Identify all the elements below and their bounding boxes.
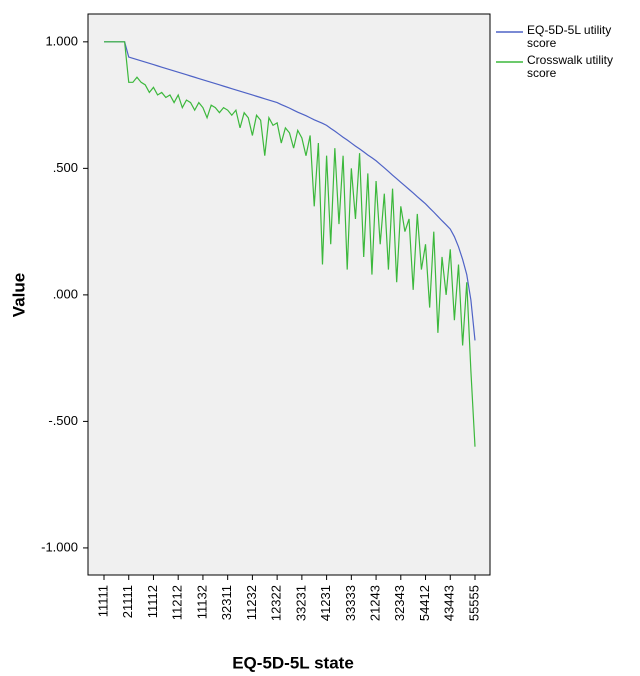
x-tick-label: 33333 [343, 585, 358, 621]
x-tick-label: 12322 [269, 585, 284, 621]
series-line [104, 41, 476, 447]
x-tick-label: 11112 [145, 585, 160, 618]
x-tick-label: 55555 [466, 585, 481, 621]
y-axis-title: Value [9, 273, 28, 317]
x-tick-label: 11111 [95, 585, 110, 617]
x-tick-label: 21111 [120, 585, 135, 618]
legend-label: EQ-5D-5L utility score [527, 23, 612, 50]
x-tick-label: 11212 [170, 585, 185, 620]
y-tick-label: -1.000 [41, 539, 78, 554]
x-tick-label: 21243 [368, 585, 383, 621]
x-tick-label: 54412 [417, 585, 432, 621]
x-tick-label: 32343 [392, 585, 407, 621]
x-tick-label: 33231 [293, 585, 308, 621]
x-tick-label: 11132 [194, 585, 209, 619]
y-tick-label: 1.000 [45, 33, 78, 48]
plot-area [87, 13, 491, 576]
y-tick-label: -.500 [48, 413, 78, 428]
x-tick-label: 11232 [244, 585, 259, 620]
y-tick-label: .000 [53, 286, 78, 301]
series-line [104, 41, 476, 341]
x-tick-label: 41231 [318, 585, 333, 621]
y-tick-label: .500 [53, 160, 78, 175]
x-tick-label: 32311 [219, 585, 234, 620]
x-tick-label: 43443 [442, 585, 457, 621]
x-axis-title: EQ-5D-5L state [232, 653, 354, 672]
legend-label: Crosswalk utility score [527, 53, 614, 80]
